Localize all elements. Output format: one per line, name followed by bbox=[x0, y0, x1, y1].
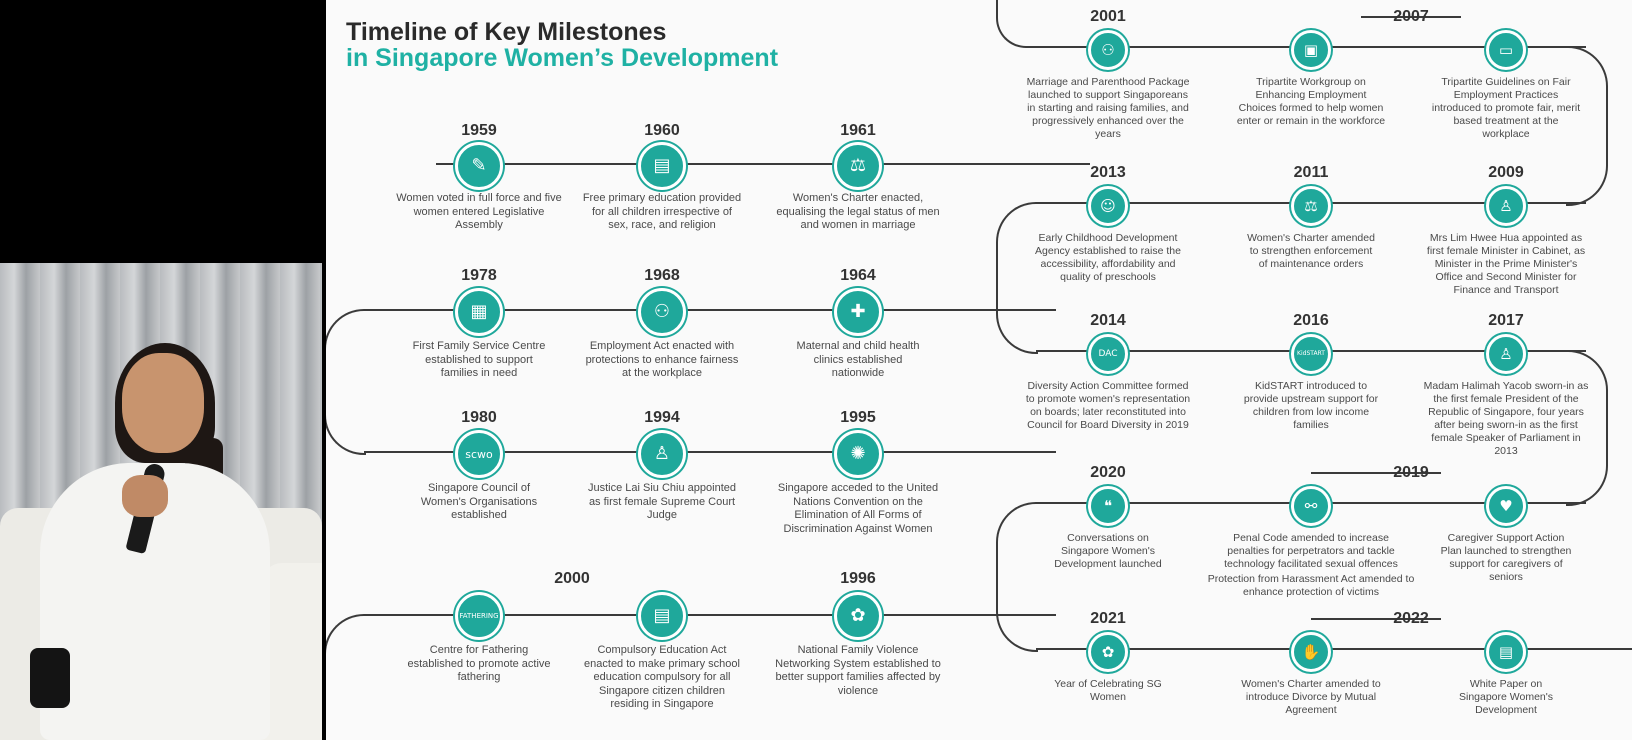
document-icon: ▤ bbox=[1486, 632, 1526, 672]
milestone-description: Women's Charter amended to introduce Div… bbox=[1241, 678, 1381, 716]
handcuffs-icon: ⚯ bbox=[1291, 486, 1331, 526]
milestone-year: 1960 bbox=[644, 122, 680, 139]
fathering-logo-icon: FATHERING bbox=[455, 592, 503, 640]
milestone-year: 2001 bbox=[1090, 8, 1126, 25]
timeline-curve bbox=[996, 202, 1038, 354]
shared-slide: Timeline of Key Milestones in Singapore … bbox=[326, 0, 1632, 740]
podium-icon: ♙ bbox=[1486, 186, 1526, 226]
milestone-description: Singapore Council of Women's Organisatio… bbox=[420, 482, 538, 521]
milestone-description: Conversations on Singapore Women's Devel… bbox=[1054, 532, 1162, 570]
milestone-year: 1980 bbox=[461, 409, 497, 426]
briefcase-icon: ▣ bbox=[1291, 30, 1331, 70]
timeline-curve bbox=[996, 502, 1038, 652]
milestone-description: Free primary education provided for all … bbox=[582, 192, 742, 231]
workers-icon: ⚇ bbox=[638, 288, 686, 336]
milestone-note: Protection from Harassment Act amended t… bbox=[1207, 573, 1415, 598]
milestone-year: 2011 bbox=[1293, 164, 1329, 181]
timeline-line bbox=[436, 163, 1090, 165]
milestone-year: 1995 bbox=[840, 409, 876, 426]
milestone-description: Women's Charter amended to strengthen en… bbox=[1247, 232, 1375, 270]
milestone-description: Early Childhood Development Agency estab… bbox=[1035, 232, 1181, 283]
milestone-year: 2000 bbox=[554, 570, 590, 587]
un-emblem-icon: ✺ bbox=[834, 430, 882, 478]
milestone-description: Compulsory Education Act enacted to make… bbox=[584, 644, 740, 710]
timeline-line bbox=[1036, 648, 1632, 650]
clinic-icon: ✚ bbox=[834, 288, 882, 336]
scwo-logo-icon: scwo bbox=[455, 430, 503, 478]
timeline-curve bbox=[326, 309, 366, 455]
building-icon: ▦ bbox=[455, 288, 503, 336]
flower-icon: ✿ bbox=[834, 592, 882, 640]
podium-icon-2: ♙ bbox=[1486, 334, 1526, 374]
milestone-description: Women voted in full force and five women… bbox=[396, 192, 562, 231]
milestone-description: Year of Celebrating SG Women bbox=[1054, 678, 1162, 703]
timeline-bracket bbox=[1311, 618, 1441, 620]
milestone-description: Justice Lai Siu Chiu appointed as first … bbox=[588, 482, 736, 521]
milestone-year: 2007 bbox=[1393, 8, 1429, 25]
timeline-line bbox=[366, 309, 1056, 311]
milestone-year: 1961 bbox=[840, 122, 876, 139]
milestone-description: Singapore acceded to the United Nations … bbox=[777, 482, 939, 535]
scales-icon: ⚖ bbox=[834, 142, 882, 190]
timeline-line bbox=[366, 614, 1056, 616]
milestone-description: Penal Code amended to increase penalties… bbox=[1224, 532, 1398, 570]
presentation-icon: ▭ bbox=[1486, 30, 1526, 70]
milestone-description: Madam Halimah Yacob sworn-in as the firs… bbox=[1423, 380, 1589, 457]
orchid-icon: ✿ bbox=[1088, 632, 1128, 672]
milestone-description: Maternal and child health clinics establ… bbox=[796, 340, 920, 379]
milestone-year: 2020 bbox=[1090, 464, 1126, 481]
dac-logo-icon: DAC bbox=[1088, 334, 1128, 374]
milestone-year: 2009 bbox=[1488, 164, 1524, 181]
milestone-description: Tripartite Workgroup on Enhancing Employ… bbox=[1236, 76, 1386, 127]
milestone-year: 2014 bbox=[1090, 312, 1126, 329]
milestone-year: 2013 bbox=[1090, 164, 1126, 181]
timeline-bracket bbox=[1361, 16, 1461, 18]
handshake-icon: ✋ bbox=[1291, 632, 1331, 672]
book-icon: ▤ bbox=[638, 142, 686, 190]
milestone-description: Employment Act enacted with protections … bbox=[585, 340, 739, 379]
milestone-description: Mrs Lim Hwee Hua appointed as first fema… bbox=[1426, 232, 1586, 296]
milestone-description: Centre for Fathering established to prom… bbox=[407, 644, 551, 683]
milestone-year: 2021 bbox=[1090, 610, 1126, 627]
milestone-description: Women's Charter enacted, equalising the … bbox=[776, 192, 940, 231]
milestone-description: KidSTART introduced to provide upstream … bbox=[1243, 380, 1379, 431]
milestone-year: 1968 bbox=[644, 267, 680, 284]
milestone-description: Diversity Action Committee formed to pro… bbox=[1025, 380, 1191, 431]
timeline-curve bbox=[996, 0, 1038, 48]
voting-icon: ✎ bbox=[455, 142, 503, 190]
children-icon: ☺ bbox=[1088, 186, 1128, 226]
timeline-bracket bbox=[1311, 472, 1441, 474]
milestone-year: 2017 bbox=[1488, 312, 1524, 329]
speech-bubble-icon: ❝ bbox=[1088, 486, 1128, 526]
milestone-description: National Family Violence Networking Syst… bbox=[775, 644, 941, 697]
timeline-line bbox=[364, 451, 1056, 453]
slide-subtitle: in Singapore Women’s Development bbox=[346, 44, 779, 72]
milestone-description: Marriage and Parenthood Package launched… bbox=[1026, 76, 1190, 140]
milestone-year: 1994 bbox=[644, 409, 680, 426]
judge-icon: ♙ bbox=[638, 430, 686, 478]
family-icon: ⚇ bbox=[1088, 30, 1128, 70]
speaker-hand bbox=[122, 475, 168, 517]
scales-icon-2: ⚖ bbox=[1291, 186, 1331, 226]
milestone-year: 2019 bbox=[1393, 464, 1429, 481]
caring-hands-icon: ♥ bbox=[1486, 486, 1526, 526]
milestone-description: First Family Service Centre established … bbox=[412, 340, 546, 379]
open-book-icon: ▤ bbox=[638, 592, 686, 640]
milestone-year: 1996 bbox=[840, 570, 876, 587]
milestone-year: 2016 bbox=[1293, 312, 1329, 329]
milestone-description: Caregiver Support Action Plan launched t… bbox=[1440, 532, 1572, 583]
milestone-year: 1964 bbox=[840, 267, 876, 284]
milestone-year: 2022 bbox=[1393, 610, 1429, 627]
milestone-year: 1959 bbox=[461, 122, 497, 139]
milestone-description: Tripartite Guidelines on Fair Employment… bbox=[1431, 76, 1581, 140]
speaker-face bbox=[122, 353, 204, 453]
milestone-description: White Paper on Singapore Women's Develop… bbox=[1458, 678, 1554, 716]
speaker-video-feed bbox=[0, 263, 322, 740]
kidstart-logo-icon: KidSTART bbox=[1291, 334, 1331, 374]
milestone-year: 1978 bbox=[461, 267, 497, 284]
handbag bbox=[30, 648, 70, 708]
slide-title: Timeline of Key Milestones bbox=[346, 18, 667, 46]
timeline-curve bbox=[326, 614, 366, 740]
armchair-arm bbox=[262, 563, 322, 740]
